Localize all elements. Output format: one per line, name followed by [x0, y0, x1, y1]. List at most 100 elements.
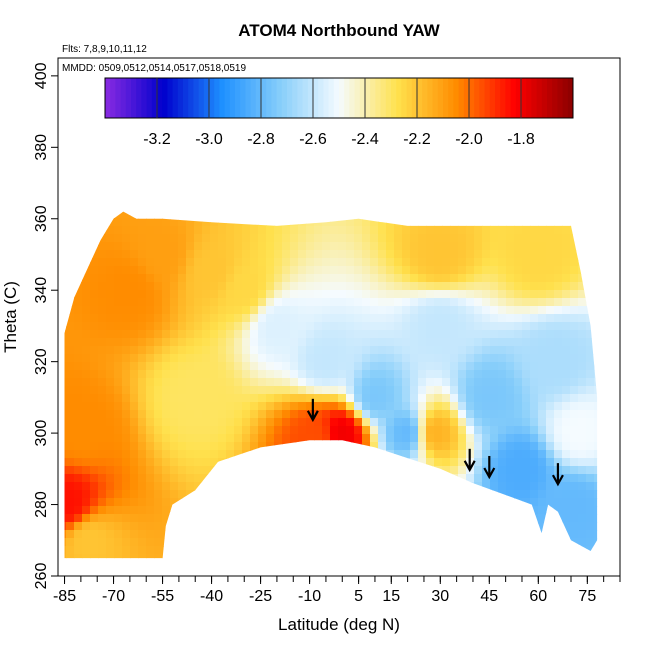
heatmap-cell: [594, 506, 598, 515]
colorbar-band: [245, 78, 251, 118]
heatmap-cell: [226, 474, 235, 483]
heatmap-cell: [64, 482, 67, 491]
heatmap-cell: [218, 186, 227, 195]
heatmap-cell: [98, 514, 107, 523]
heatmap-cell: [434, 434, 443, 443]
heatmap-cell: [290, 482, 299, 491]
heatmap-cell: [314, 378, 323, 387]
heatmap-cell: [514, 514, 523, 523]
heatmap-cell: [530, 466, 539, 475]
heatmap-cell: [610, 370, 619, 379]
heatmap-cell: [370, 330, 379, 339]
heatmap-cell: [226, 314, 235, 323]
heatmap-cell: [378, 314, 387, 323]
heatmap-cell: [98, 474, 107, 483]
heatmap-cell: [386, 266, 395, 275]
heatmap-cell: [482, 274, 491, 283]
heatmap-cell: [466, 186, 475, 195]
heatmap-cell: [234, 194, 243, 203]
heatmap-cell: [146, 394, 155, 403]
heatmap-cell: [546, 458, 555, 467]
heatmap-cell: [202, 490, 211, 499]
heatmap-cell: [290, 146, 299, 155]
heatmap-cell: [474, 410, 483, 419]
heatmap-cell: [602, 402, 611, 411]
heatmap-cell: [330, 242, 339, 251]
heatmap-cell: [314, 218, 323, 227]
heatmap-cell: [258, 418, 267, 427]
heatmap-cell: [450, 122, 459, 131]
heatmap-cell: [426, 242, 435, 251]
heatmap-cell: [90, 354, 99, 363]
heatmap-cell: [394, 562, 403, 571]
heatmap-cell: [618, 178, 627, 187]
heatmap-cell: [506, 570, 515, 579]
heatmap-cell: [538, 146, 547, 155]
heatmap-cell: [274, 186, 283, 195]
heatmap-cell: [138, 562, 147, 571]
heatmap-cell: [530, 458, 539, 467]
heatmap-cell: [122, 466, 131, 475]
heatmap-cell: [130, 426, 139, 435]
x-tick-label: -70: [102, 588, 125, 605]
heatmap-cell: [170, 402, 179, 411]
heatmap-cell: [610, 58, 619, 67]
heatmap-cell: [130, 170, 139, 179]
heatmap-cell: [578, 242, 587, 251]
heatmap-cell: [426, 162, 435, 171]
heatmap-cell: [498, 426, 507, 435]
heatmap-cell: [602, 562, 611, 571]
heatmap-cell: [426, 266, 435, 275]
heatmap-cell: [210, 170, 219, 179]
heatmap-cell: [442, 402, 451, 411]
heatmap-cell: [234, 522, 243, 531]
heatmap-cell: [74, 130, 83, 139]
heatmap-cell: [594, 218, 598, 227]
heatmap-cell: [330, 178, 339, 187]
heatmap-cell: [370, 442, 379, 451]
heatmap-cell: [98, 250, 107, 259]
heatmap-cell: [594, 258, 598, 267]
heatmap-cell: [482, 338, 491, 347]
heatmap-cell: [106, 138, 115, 147]
heatmap-cell: [426, 194, 435, 203]
heatmap-cell: [250, 298, 259, 307]
heatmap-cell: [90, 170, 99, 179]
heatmap-cell: [378, 250, 387, 259]
heatmap-cell: [258, 170, 267, 179]
heatmap-cell: [530, 482, 539, 491]
heatmap-cell: [514, 178, 523, 187]
heatmap-cell: [282, 530, 291, 539]
heatmap-cell: [506, 290, 515, 299]
heatmap-cell: [506, 346, 515, 355]
heatmap-cell: [394, 490, 403, 499]
heatmap-cell: [290, 218, 299, 227]
heatmap-cell: [618, 514, 627, 523]
heatmap-cell: [162, 450, 171, 459]
heatmap-cell: [330, 442, 339, 451]
heatmap-cell: [354, 282, 363, 291]
heatmap-cell: [178, 458, 187, 467]
heatmap-cell: [106, 290, 115, 299]
heatmap-cell: [314, 242, 323, 251]
heatmap-cell: [82, 330, 91, 339]
heatmap-cell: [98, 266, 107, 275]
heatmap-cell: [522, 490, 531, 499]
heatmap-cell: [522, 426, 531, 435]
heatmap-cell: [602, 538, 611, 547]
heatmap-cell: [106, 130, 115, 139]
heatmap-cell: [418, 58, 427, 67]
heatmap-cell: [578, 354, 587, 363]
heatmap-cell: [514, 266, 523, 275]
heatmap-cell: [330, 530, 339, 539]
heatmap-cell: [258, 202, 267, 211]
heatmap-cell: [210, 234, 219, 243]
heatmap-cell: [618, 410, 627, 419]
heatmap-cell: [426, 410, 435, 419]
heatmap-cell: [426, 186, 435, 195]
heatmap-cell: [186, 138, 195, 147]
heatmap-cell: [562, 122, 571, 131]
heatmap-cell: [266, 522, 275, 531]
heatmap-cell: [322, 202, 331, 211]
heatmap-cell: [442, 122, 451, 131]
